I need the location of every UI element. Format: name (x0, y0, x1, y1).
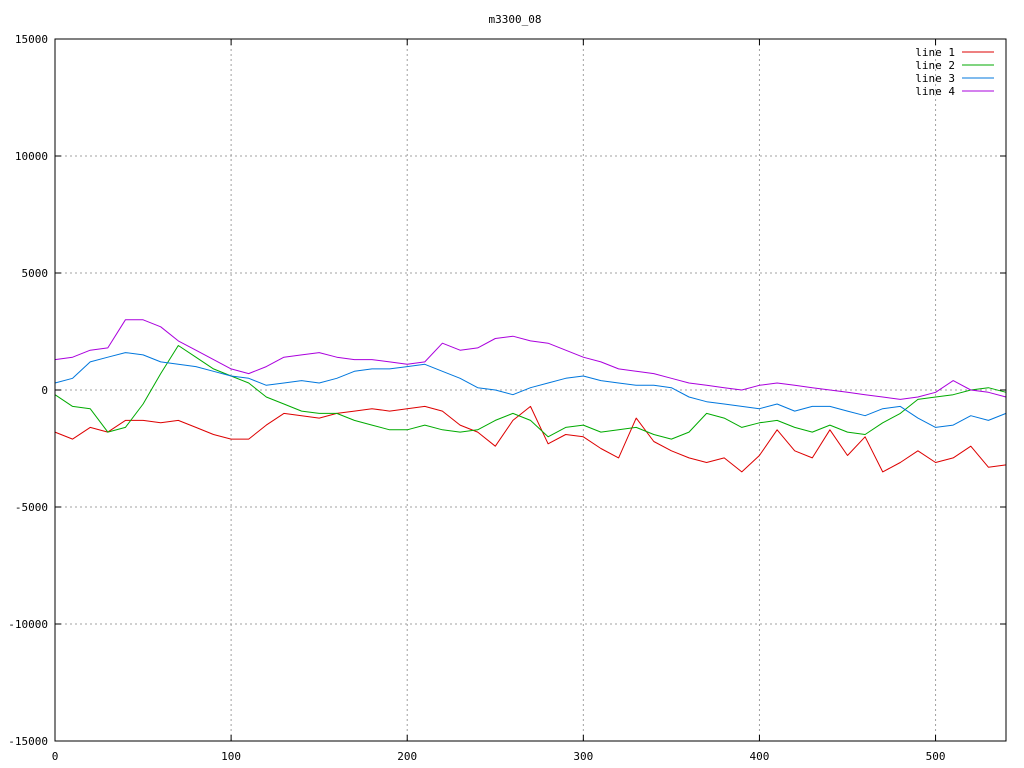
x-tick-label: 500 (926, 750, 946, 763)
y-tick-label: 10000 (15, 150, 48, 163)
legend-label-3: line 3 (915, 72, 955, 85)
y-tick-label: -10000 (8, 618, 48, 631)
chart-title: m3300_08 (489, 13, 542, 26)
legend-label-2: line 2 (915, 59, 955, 72)
series-line-4 (54, 319, 1007, 400)
legend-label-4: line 4 (915, 85, 955, 98)
series-layer (54, 319, 1007, 473)
y-tick-label: 5000 (22, 267, 49, 280)
x-tick-label: 400 (750, 750, 770, 763)
x-tick-label: 0 (52, 750, 59, 763)
y-tick-label: -5000 (15, 501, 48, 514)
x-tick-label: 100 (221, 750, 241, 763)
x-tick-label: 300 (573, 750, 593, 763)
series-line-1 (54, 405, 1007, 473)
y-tick-label: 15000 (15, 33, 48, 46)
x-tick-label: 200 (397, 750, 417, 763)
series-line-3 (54, 352, 1007, 428)
y-tick-label: 0 (41, 384, 48, 397)
grid (55, 39, 1006, 741)
y-tick-label: -15000 (8, 735, 48, 748)
legend-label-1: line 1 (915, 46, 955, 59)
axis-ticks: -15000 -10000 -5000 0 5000 10000 15000 0 100 200 3… (8, 33, 1006, 763)
series-line-2 (54, 345, 1007, 440)
